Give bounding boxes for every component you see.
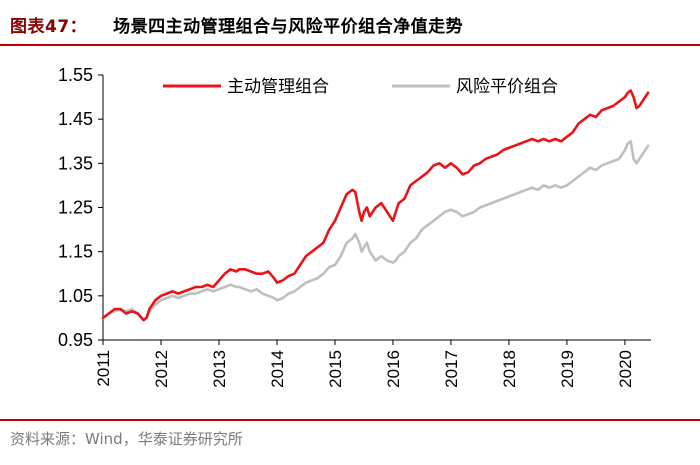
- series-line-1: [101, 140, 650, 322]
- x-tick-label: 2020: [616, 350, 635, 388]
- x-tick-label: 2015: [326, 350, 345, 388]
- chart-legend: 主动管理组合 风险平价组合: [163, 77, 558, 97]
- legend-label-0: 主动管理组合: [227, 77, 329, 97]
- figure-caption: 场景四主动管理组合与风险平价组合净值走势: [113, 17, 464, 37]
- y-tick-label: 1.25: [58, 198, 93, 218]
- x-tick-label: 2016: [384, 350, 403, 388]
- series-line-0: [101, 89, 650, 322]
- x-tick-label: 2012: [152, 350, 171, 388]
- figure-title: 图表47： 场景四主动管理组合与风险平价组合净值走势: [10, 12, 463, 37]
- x-tick-label: 2011: [94, 350, 113, 387]
- x-tick-label: 2014: [268, 350, 287, 388]
- line-chart: 0.95 1.05 1.15 1.25 1.35 1.45 1.55 2011 2012 2013…: [58, 65, 651, 388]
- x-tick-label: 2013: [210, 350, 229, 388]
- x-tick-label: 2018: [500, 350, 519, 388]
- chart-axes: 0.95 1.05 1.15 1.25 1.35 1.45 1.55 2011 2012 2013…: [58, 65, 651, 388]
- source-note: 资料来源：Wind，华泰证券研究所: [10, 430, 243, 448]
- y-tick-label: 1.15: [58, 242, 93, 262]
- title-rule: [0, 44, 700, 46]
- x-tick-label: 2017: [442, 350, 461, 388]
- series-layer: [101, 89, 650, 322]
- x-tick-label: 2019: [558, 350, 577, 388]
- figure-number: 图表47：: [10, 17, 88, 37]
- y-tick-label: 1.45: [58, 109, 93, 129]
- y-tick-label: 1.35: [58, 153, 93, 173]
- source-rule: [0, 419, 700, 421]
- y-tick-label: 1.55: [58, 65, 93, 85]
- legend-label-1: 风险平价组合: [456, 77, 558, 97]
- y-tick-label: 1.05: [58, 286, 93, 306]
- y-tick-label: 0.95: [58, 330, 93, 350]
